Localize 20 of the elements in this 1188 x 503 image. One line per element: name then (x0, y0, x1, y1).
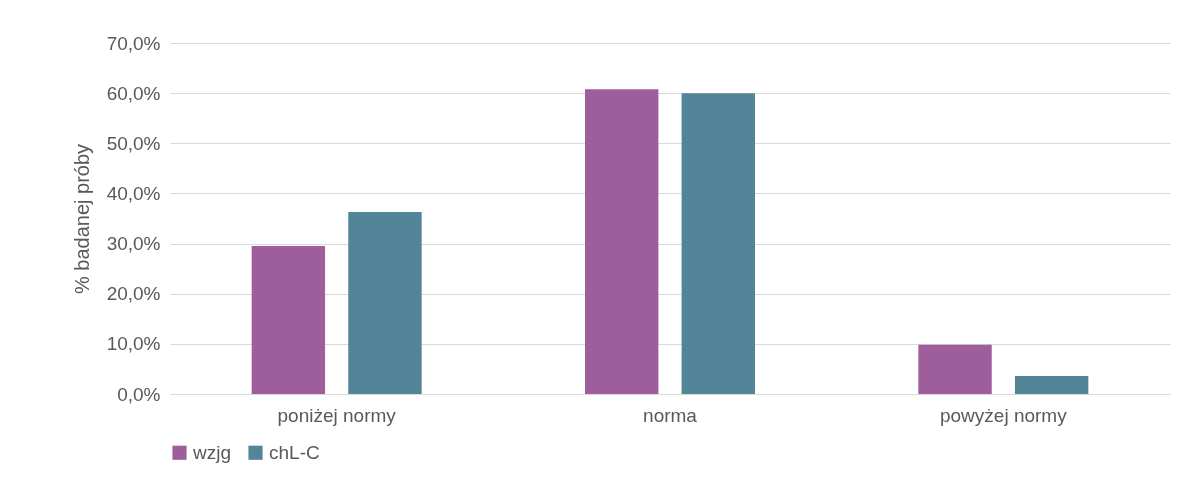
x-tick-label: norma (643, 404, 698, 426)
y-tick-label: 60,0% (106, 82, 161, 104)
x-tick-label: poniżej normy (277, 404, 397, 426)
bar (918, 344, 992, 394)
y-tick-label: 10,0% (106, 333, 161, 355)
bar (1014, 375, 1089, 394)
bar (251, 246, 326, 394)
legend-label: wzjg (192, 441, 232, 463)
bar (348, 211, 422, 394)
y-tick-label: 20,0% (106, 283, 161, 305)
y-axis-title: % badanej próby (70, 143, 93, 295)
y-tick-label: 70,0% (106, 32, 161, 54)
y-tick-label: 0,0% (117, 383, 161, 405)
bar (585, 89, 659, 394)
x-tick-label: powyżej normy (939, 404, 1068, 426)
bar (681, 93, 755, 394)
y-tick-label: 40,0% (106, 182, 161, 204)
y-tick-label: 50,0% (106, 132, 161, 154)
legend-label: chL-C (269, 441, 320, 463)
y-tick-label: 30,0% (106, 233, 161, 255)
